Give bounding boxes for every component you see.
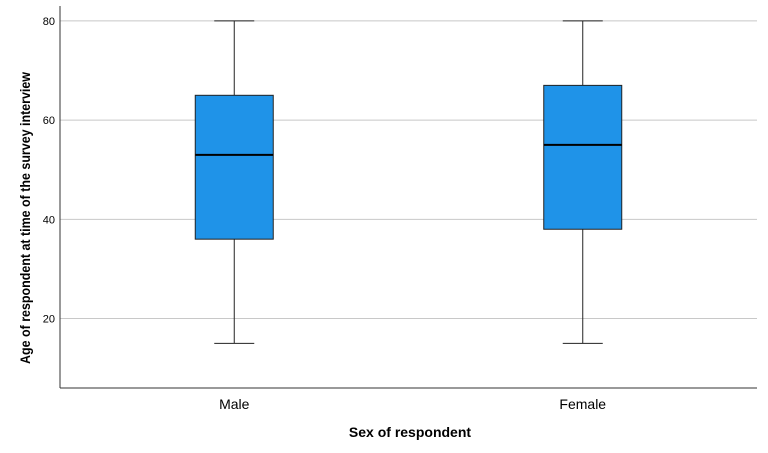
y-tick-label-60: 60	[43, 115, 55, 127]
axes	[59, 6, 757, 389]
x-category-labels: Male Female	[219, 396, 606, 412]
y-axis-title: Age of respondent at time of the survey …	[17, 72, 33, 364]
iqr-box-male	[194, 94, 274, 240]
y-tick-label-20: 20	[43, 314, 55, 326]
y-tick-label-80: 80	[43, 16, 55, 28]
x-axis-title: Sex of respondent	[349, 424, 471, 440]
y-tick-labels: 20 40 60 80	[43, 16, 55, 326]
y-tick-label-40: 40	[43, 214, 55, 226]
box-male	[194, 20, 274, 344]
x-category-label-male: Male	[219, 396, 250, 412]
iqr-box-female	[543, 84, 623, 230]
box-female	[543, 20, 623, 344]
boxes	[194, 20, 623, 344]
gridlines	[60, 20, 757, 320]
x-category-label-female: Female	[559, 396, 606, 412]
